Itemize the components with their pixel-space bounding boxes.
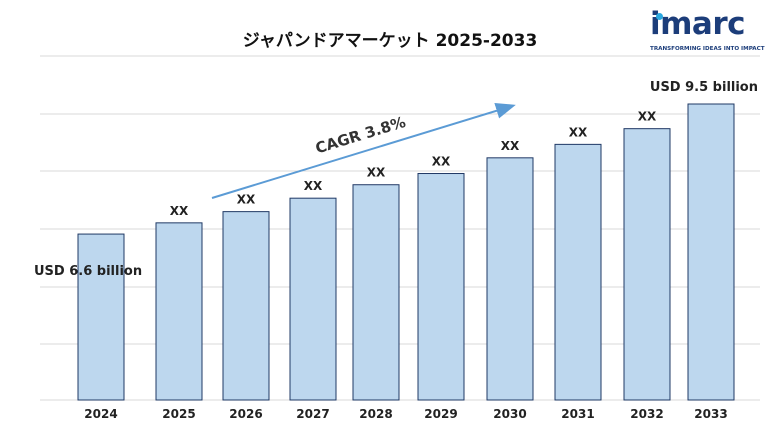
data-label: XX [432, 155, 451, 169]
x-axis-ticks: 2024 2025 2026 2027 2028 2029 2030 2031 2032 2033 [84, 407, 727, 421]
data-label: USD 9.5 billion [650, 80, 758, 95]
chart-title: ジャパンドアマーケット 2025-2033 [242, 31, 538, 51]
x-tick-label: 2024 [84, 407, 117, 421]
x-tick-label: 2026 [229, 407, 262, 421]
data-label: XX [170, 204, 189, 218]
x-tick-label: 2031 [561, 407, 594, 421]
logo-dot-icon [656, 13, 663, 20]
bar [623, 128, 671, 401]
logo-wordmark: imarc [650, 6, 746, 42]
data-label: XX [304, 179, 323, 193]
bar [77, 233, 125, 401]
data-label: USD 6.6 billion [34, 264, 142, 279]
bar [554, 143, 602, 401]
data-labels: USD 6.6 billion XX XX XX XX XX XX XX XX USD 9.5 b… [34, 80, 758, 279]
cagr-label: CAGR 3.8% [313, 113, 407, 157]
x-tick-label: 2028 [359, 407, 392, 421]
data-label: XX [367, 166, 386, 180]
x-tick-label: 2025 [162, 407, 195, 421]
cagr-arrow [211, 103, 516, 199]
bar [155, 222, 203, 401]
bar [352, 184, 400, 401]
x-tick-label: 2027 [296, 407, 329, 421]
data-label: XX [501, 139, 520, 153]
cagr-annotation: CAGR 3.8% [211, 103, 516, 199]
data-label: XX [237, 193, 256, 207]
x-tick-label: 2029 [424, 407, 457, 421]
bar [222, 211, 270, 401]
x-tick-label: 2030 [493, 407, 526, 421]
bar [486, 157, 534, 401]
x-tick-label: 2033 [694, 407, 727, 421]
data-label: XX [569, 125, 588, 139]
x-tick-label: 2032 [630, 407, 663, 421]
data-label: XX [638, 110, 657, 124]
imarc-logo: imarc TRANSFORMING IDEAS INTO IMPACT [648, 6, 766, 56]
bar [687, 103, 735, 401]
bar [417, 173, 465, 401]
bar [289, 197, 337, 401]
bars [77, 103, 735, 401]
logo-tagline: TRANSFORMING IDEAS INTO IMPACT [650, 46, 765, 52]
